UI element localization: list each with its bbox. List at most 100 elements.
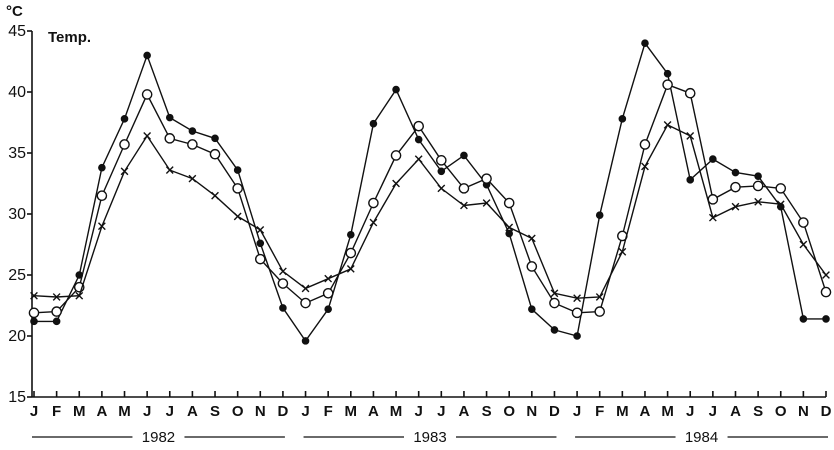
data-point-cross	[505, 223, 514, 232]
x-tick-label: J	[166, 403, 174, 420]
x-tick-label: F	[324, 403, 333, 420]
data-point-filled	[392, 85, 400, 94]
x-tick-label: J	[573, 403, 581, 420]
x-tick-label: J	[301, 403, 309, 420]
data-point-cross	[754, 197, 763, 206]
x-tick-label: N	[798, 403, 809, 420]
data-point-open	[28, 307, 40, 319]
cross-stroke	[663, 121, 672, 129]
cross-stroke	[75, 291, 84, 300]
data-point-filled	[437, 167, 446, 176]
series-line-filled-circle	[34, 41, 826, 343]
data-point-cross	[165, 166, 174, 174]
data-point-open	[571, 307, 583, 319]
series-open-circle	[28, 79, 832, 319]
data-point-cross	[460, 201, 468, 210]
cross-stroke	[550, 289, 559, 298]
data-point-open	[820, 286, 832, 298]
data-point-cross	[799, 240, 808, 249]
data-point-cross	[573, 294, 581, 303]
x-tick-label: M	[73, 403, 86, 420]
data-point-cross	[369, 218, 378, 227]
data-point-open	[594, 306, 606, 317]
series-layer	[28, 39, 832, 345]
cross-stroke	[324, 274, 333, 283]
data-point-filled	[505, 229, 514, 238]
data-point-cross	[120, 167, 129, 176]
cross-stroke	[52, 293, 61, 301]
data-point-open	[730, 181, 741, 193]
data-point-open	[458, 183, 470, 194]
data-point-filled	[754, 172, 762, 180]
x-tick-label: M	[345, 403, 358, 420]
data-point-open	[526, 261, 538, 272]
data-point-filled	[165, 113, 174, 122]
data-point-cross	[324, 274, 333, 283]
cross-stroke	[392, 179, 400, 188]
cross-stroke	[573, 294, 581, 303]
x-tick-label: J	[30, 403, 38, 420]
data-point-filled	[686, 176, 695, 184]
data-point-filled	[414, 135, 423, 144]
x-tick-label: D	[821, 403, 832, 420]
cross-stroke	[799, 240, 808, 249]
x-tick-label: J	[143, 403, 151, 420]
data-point-open	[187, 139, 198, 150]
data-point-cross	[550, 289, 559, 298]
x-tick-label: O	[775, 403, 787, 420]
year-labels: 1982 1983 1984	[32, 429, 828, 446]
x-tick-label: M	[390, 403, 403, 420]
data-point-filled	[460, 151, 468, 160]
data-point-cross	[686, 132, 695, 140]
data-point-filled	[573, 332, 581, 340]
x-tick-label: A	[730, 403, 741, 420]
y-tick-label: 40	[8, 84, 26, 101]
data-point-filled	[709, 155, 717, 163]
data-point-cross	[595, 293, 604, 301]
y-tick-label: 20	[8, 328, 26, 345]
cross-stroke	[97, 222, 106, 231]
data-point-cross	[482, 199, 491, 207]
x-tick-label: J	[686, 403, 694, 420]
x-tick-label: A	[459, 403, 470, 420]
data-point-open	[684, 87, 696, 99]
y-tick-label: 45	[8, 23, 26, 40]
data-point-cross	[822, 271, 830, 279]
data-point-open	[798, 217, 809, 228]
data-point-filled	[799, 315, 808, 323]
data-point-filled	[822, 315, 830, 323]
data-point-open	[254, 253, 266, 265]
y-tick-label: 30	[8, 206, 26, 223]
x-tick-label: F	[595, 403, 604, 420]
x-tick-label: S	[210, 403, 220, 420]
data-point-cross	[143, 132, 152, 140]
cross-stroke	[505, 223, 514, 232]
data-point-cross	[279, 267, 287, 276]
data-point-cross	[256, 225, 265, 234]
cross-stroke	[482, 199, 491, 207]
data-point-cross	[97, 222, 106, 231]
x-tick-label: S	[753, 403, 763, 420]
series-cross	[30, 121, 830, 303]
cross-stroke	[618, 247, 627, 256]
cross-stroke	[143, 132, 152, 140]
data-point-cross	[708, 213, 717, 222]
data-point-cross	[188, 174, 197, 183]
x-tick-label: J	[437, 403, 445, 420]
data-point-filled	[233, 166, 242, 174]
data-point-cross	[346, 265, 355, 273]
data-point-filled	[528, 305, 536, 313]
data-point-filled	[618, 115, 627, 123]
data-point-open	[322, 287, 334, 299]
data-point-open	[503, 197, 515, 209]
data-point-open	[752, 180, 764, 192]
data-point-filled	[211, 134, 219, 143]
x-tick-label: D	[549, 403, 560, 420]
data-point-cross	[392, 179, 400, 188]
x-tick-label: D	[277, 403, 288, 420]
data-point-open	[390, 150, 402, 161]
cross-stroke	[641, 162, 649, 171]
data-point-open	[51, 306, 62, 317]
x-tick-label: M	[616, 403, 629, 420]
cross-stroke	[279, 267, 287, 276]
